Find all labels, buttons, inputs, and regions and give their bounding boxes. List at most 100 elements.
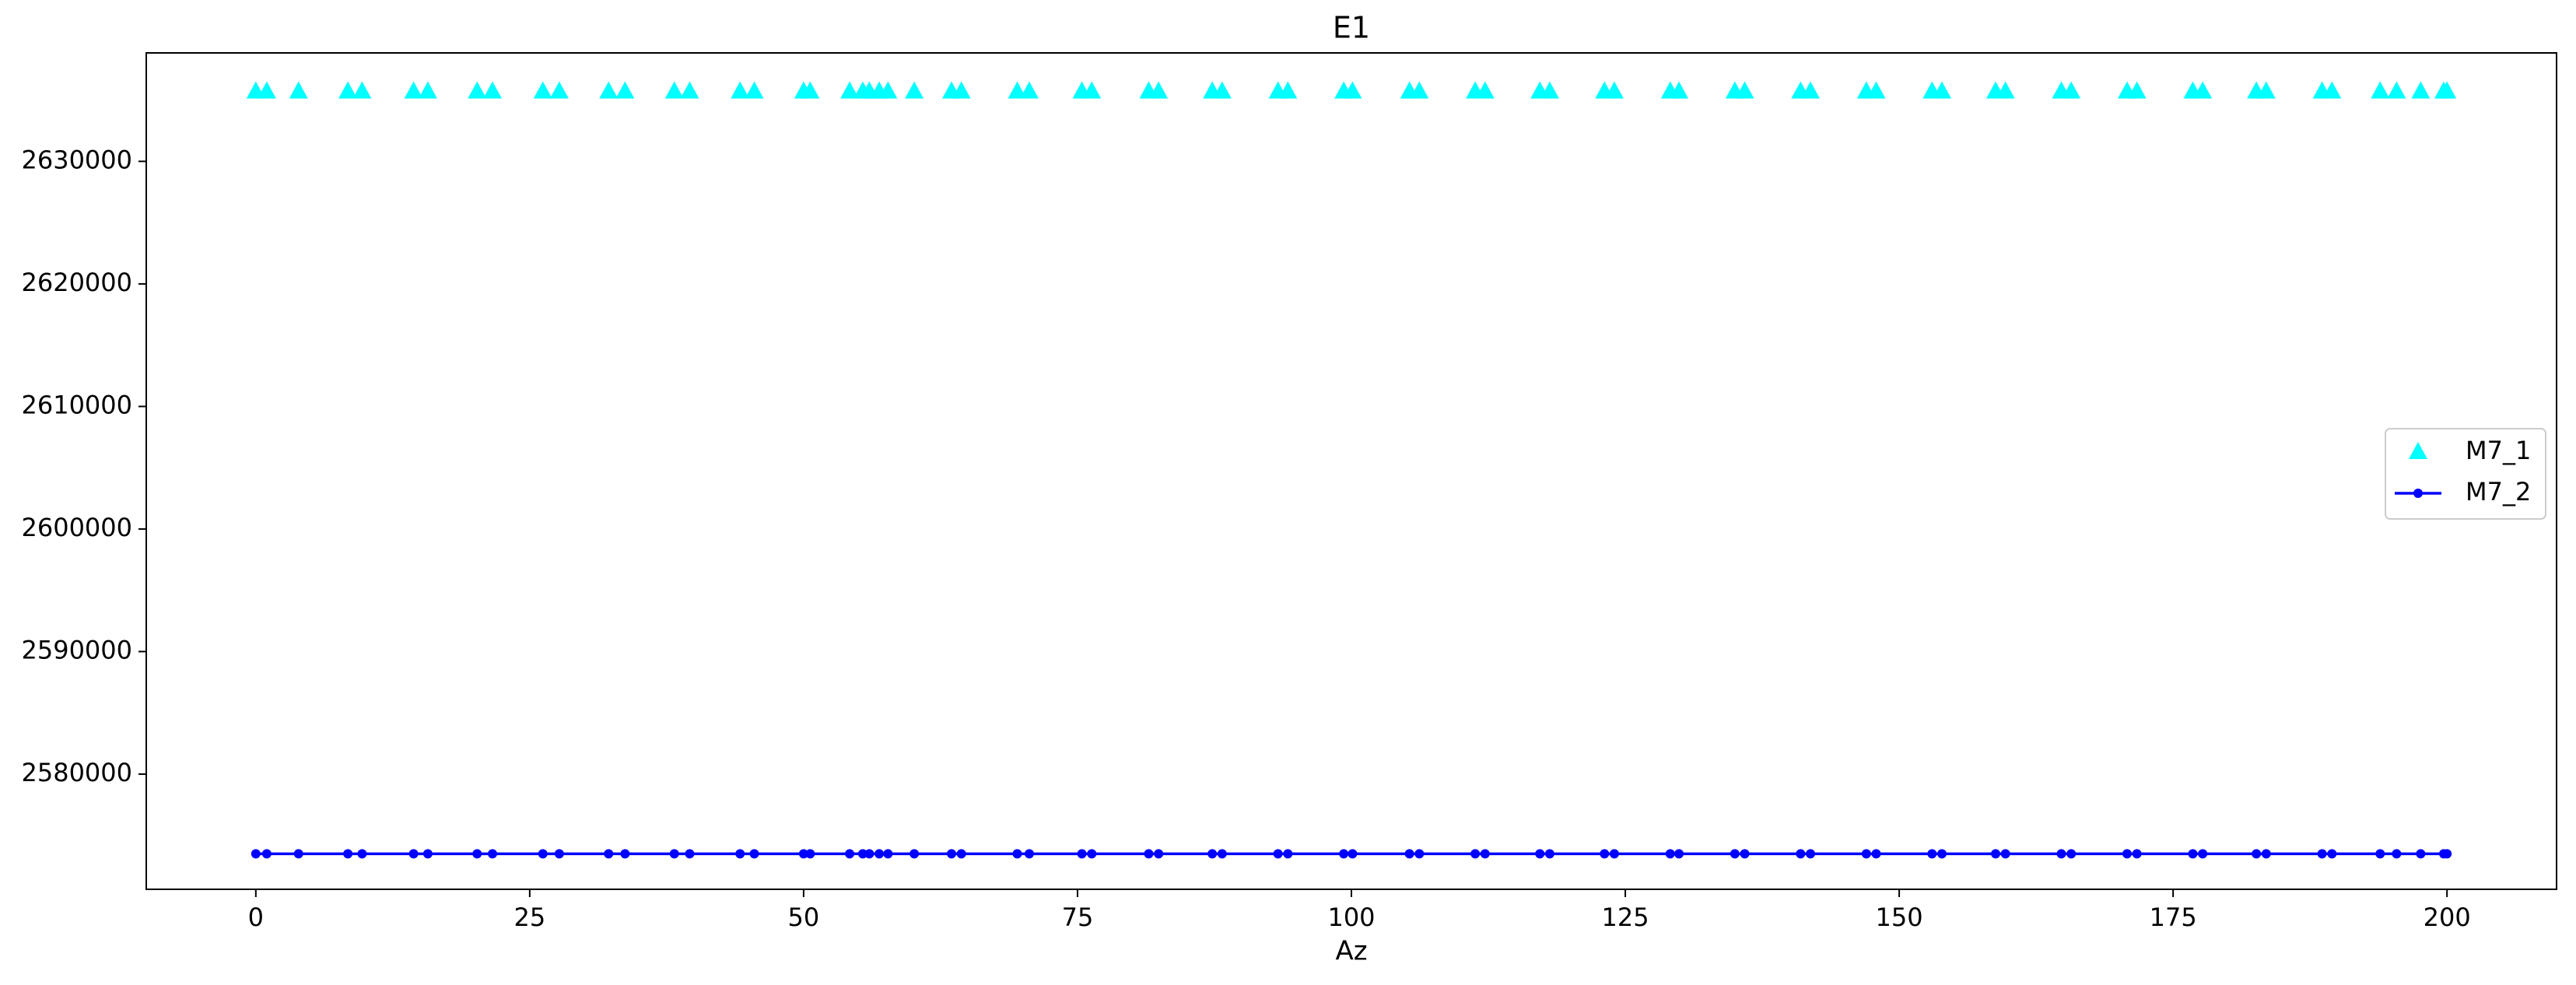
data-point bbox=[2193, 81, 2213, 99]
data-point bbox=[1600, 849, 1610, 859]
data-point bbox=[482, 81, 502, 99]
data-point bbox=[1806, 849, 1816, 859]
y-tick-label: 2620000 bbox=[21, 268, 132, 297]
data-point bbox=[731, 81, 750, 99]
data-point bbox=[1273, 849, 1283, 859]
data-point bbox=[1008, 81, 1027, 99]
data-point bbox=[1082, 81, 1102, 99]
data-point bbox=[604, 849, 614, 859]
data-point bbox=[1217, 849, 1227, 859]
data-point bbox=[620, 849, 630, 859]
data-point bbox=[1404, 849, 1414, 859]
legend-box bbox=[2385, 428, 2546, 520]
data-point bbox=[1343, 81, 1362, 99]
data-point bbox=[805, 849, 815, 859]
data-point bbox=[293, 849, 303, 859]
data-point bbox=[956, 849, 966, 859]
data-point bbox=[338, 81, 358, 99]
legend-marker bbox=[2409, 442, 2427, 459]
x-tick-label: 25 bbox=[514, 903, 546, 932]
data-point bbox=[2317, 849, 2327, 859]
data-point bbox=[1154, 849, 1164, 859]
legend: M7_1 M7_2 bbox=[2385, 428, 2546, 520]
data-point bbox=[472, 849, 482, 859]
x-tick-label: 175 bbox=[2150, 903, 2197, 932]
data-point bbox=[468, 81, 487, 99]
data-point bbox=[538, 849, 548, 859]
x-tick-label: 75 bbox=[1062, 903, 1094, 932]
data-point bbox=[1996, 81, 2015, 99]
data-point bbox=[1024, 849, 1034, 859]
data-point bbox=[408, 849, 419, 859]
data-point bbox=[905, 81, 924, 99]
data-point bbox=[680, 81, 699, 99]
data-point bbox=[2322, 81, 2342, 99]
data-point bbox=[487, 849, 497, 859]
data-point bbox=[664, 81, 684, 99]
data-point bbox=[1470, 849, 1481, 859]
data-point bbox=[1012, 849, 1022, 859]
data-point bbox=[878, 81, 898, 99]
data-point bbox=[947, 849, 957, 859]
y-tick-label: 2580000 bbox=[21, 758, 132, 787]
legend-label: M7_2 bbox=[2466, 477, 2531, 507]
data-point bbox=[357, 849, 367, 859]
data-point bbox=[1665, 849, 1675, 859]
data-point bbox=[1087, 849, 1097, 859]
data-point bbox=[1604, 81, 1624, 99]
data-point bbox=[289, 81, 308, 99]
y-tick-label: 2590000 bbox=[21, 635, 132, 664]
data-point bbox=[2198, 849, 2208, 859]
data-point bbox=[418, 81, 437, 99]
data-point bbox=[352, 81, 372, 99]
data-point bbox=[2371, 81, 2390, 99]
data-point bbox=[845, 849, 855, 859]
data-point bbox=[2066, 849, 2077, 859]
data-point bbox=[2438, 81, 2457, 99]
data-point bbox=[1735, 81, 1754, 99]
data-point bbox=[2056, 849, 2066, 859]
data-point bbox=[1740, 849, 1750, 859]
data-point bbox=[1674, 849, 1684, 859]
data-point bbox=[1544, 849, 1554, 859]
legend-label: M7_1 bbox=[2466, 436, 2531, 465]
data-point bbox=[2122, 849, 2132, 859]
x-tick-label: 150 bbox=[1876, 903, 1923, 932]
data-point bbox=[874, 849, 885, 859]
data-point bbox=[2387, 81, 2406, 99]
data-point bbox=[798, 849, 808, 859]
data-point bbox=[1475, 81, 1495, 99]
x-tick-label: 125 bbox=[1602, 903, 1649, 932]
x-tick-label: 200 bbox=[2424, 903, 2471, 932]
data-point bbox=[1144, 849, 1154, 859]
data-point bbox=[599, 81, 619, 99]
data-point bbox=[1339, 849, 1349, 859]
data-point bbox=[2327, 849, 2337, 859]
data-point bbox=[2000, 849, 2010, 859]
data-point bbox=[1730, 849, 1740, 859]
data-point bbox=[1871, 849, 1881, 859]
data-point bbox=[1927, 849, 1937, 859]
data-point bbox=[2411, 81, 2431, 99]
data-point bbox=[422, 849, 433, 859]
data-point bbox=[2375, 849, 2385, 859]
data-point bbox=[864, 849, 874, 859]
data-point bbox=[343, 849, 353, 859]
data-point bbox=[1207, 849, 1218, 859]
data-point bbox=[840, 81, 860, 99]
data-point bbox=[2261, 849, 2271, 859]
x-tick-label: 100 bbox=[1327, 903, 1375, 932]
x-tick-label: 50 bbox=[788, 903, 820, 932]
data-point bbox=[1670, 81, 1689, 99]
data-point bbox=[2392, 849, 2402, 859]
data-point bbox=[745, 81, 764, 99]
data-point bbox=[257, 81, 276, 99]
x-axis-label: Az bbox=[1335, 936, 1367, 967]
data-point bbox=[2256, 81, 2276, 99]
plot-frame bbox=[145, 52, 2557, 890]
data-point bbox=[1414, 849, 1425, 859]
data-point bbox=[857, 849, 867, 859]
data-point bbox=[685, 849, 695, 859]
data-point bbox=[909, 849, 920, 859]
